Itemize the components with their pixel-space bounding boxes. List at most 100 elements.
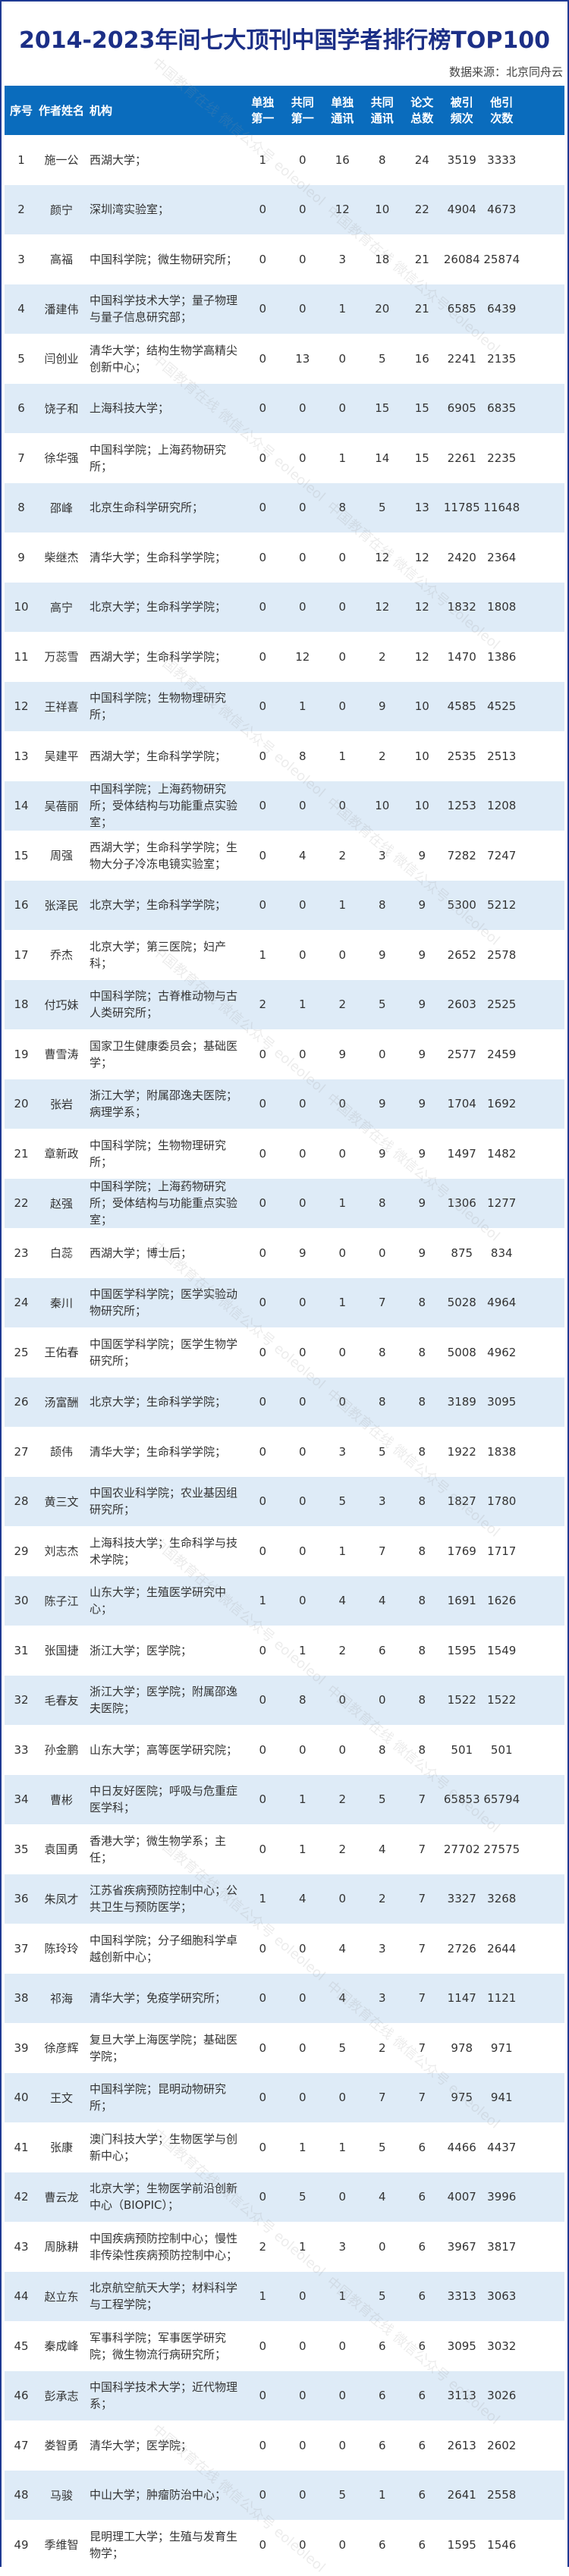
cell-sole-first: 0 — [259, 649, 267, 664]
cell-other-citations: 11648 — [483, 501, 520, 515]
cell-institution: 中国科学院；昆明动物研究所； — [90, 2082, 227, 2113]
cell-rank: 25 — [14, 1345, 29, 1359]
cell-total-papers: 8 — [418, 1494, 426, 1509]
cell-co-first: 9 — [298, 1246, 307, 1260]
cell-sole-corresponding: 0 — [338, 1892, 347, 1906]
cell-citations: 1691 — [447, 1594, 476, 1608]
cell-institution: 深圳湾实验室； — [90, 203, 170, 217]
cell-sole-first: 0 — [259, 848, 267, 862]
cell-author: 黄三文 — [44, 1494, 79, 1509]
cell-citations: 1922 — [447, 1444, 476, 1459]
cell-rank: 36 — [14, 1892, 29, 1906]
cell-citations: 978 — [451, 2040, 473, 2055]
cell-sole-first: 0 — [259, 1693, 267, 1707]
cell-sole-first: 0 — [259, 1444, 267, 1459]
table-row: 25 王佑春 中国医学科学院；医学生物学研究所； 0 0 0 8 8 5008 4962 — [5, 1327, 564, 1378]
cell-other-citations: 3063 — [487, 2289, 517, 2304]
cell-institution: 国家卫生健康委员会；基础医学； — [90, 1038, 238, 1070]
cell-total-papers: 7 — [418, 1991, 426, 2006]
cell-institution: 中国科学院；生物物理研究所； — [90, 691, 227, 722]
cell-citations: 1832 — [447, 600, 476, 614]
cell-total-papers: 10 — [414, 699, 429, 714]
cell-sole-corresponding: 3 — [338, 1444, 347, 1459]
cell-institution: 复旦大学上海医学院；基础医学院； — [90, 2032, 238, 2063]
cell-co-corresponding: 0 — [378, 2239, 386, 2254]
cell-citations: 1595 — [447, 2537, 476, 2552]
cell-author: 施一公 — [44, 153, 79, 168]
cell-sole-corresponding: 1 — [338, 302, 347, 316]
cell-institution: 山东大学；高等医学研究院； — [90, 1742, 238, 1757]
cell-co-first: 0 — [298, 1146, 307, 1161]
cell-citations: 1470 — [447, 649, 476, 664]
cell-author: 闫创业 — [44, 352, 79, 366]
cell-co-first: 0 — [298, 1594, 307, 1608]
table-row: 5 闫创业 清华大学；结构生物学高精尖创新中心； 0 13 0 5 16 2241 2135 — [5, 334, 564, 384]
table-row: 45 秦成峰 军事科学院；军事医学研究院；微生物流行病研究所； 0 0 0 6 6 3095 30… — [5, 2321, 564, 2371]
cell-sole-corresponding: 4 — [338, 1594, 347, 1608]
cell-rank: 1 — [17, 152, 25, 167]
cell-sole-corresponding: 0 — [338, 550, 347, 564]
header-co-first: 共同 第一 — [291, 95, 314, 125]
cell-citations: 2652 — [447, 947, 476, 962]
cell-other-citations: 25874 — [483, 252, 520, 266]
cell-co-first: 0 — [298, 1742, 307, 1757]
cell-citations: 1522 — [447, 1693, 476, 1707]
cell-co-corresponding: 20 — [375, 302, 390, 316]
cell-rank: 4 — [17, 302, 25, 316]
cell-sole-corresponding: 2 — [338, 1842, 347, 1856]
cell-co-first: 0 — [298, 501, 307, 515]
cell-co-corresponding: 9 — [378, 699, 386, 714]
cell-rank: 12 — [14, 699, 29, 714]
cell-total-papers: 6 — [418, 2190, 426, 2204]
cell-total-papers: 9 — [418, 1146, 426, 1161]
cell-citations: 975 — [451, 2091, 473, 2105]
cell-co-first: 0 — [298, 1395, 307, 1409]
table-row: 2 颜宁 深圳湾实验室； 0 0 12 10 22 4904 4673 — [5, 184, 564, 234]
cell-author: 张康 — [49, 2141, 73, 2155]
cell-institution: 浙江大学；医学院；附属邵逸夫医院； — [90, 1685, 238, 1716]
cell-co-first: 0 — [298, 2289, 307, 2304]
cell-sole-corresponding: 2 — [338, 1792, 347, 1807]
cell-institution: 中国科学院；上海药物研究所； — [90, 442, 227, 473]
cell-author: 徐华强 — [44, 451, 79, 466]
cell-sole-first: 0 — [259, 451, 267, 465]
cell-sole-first: 0 — [259, 600, 267, 614]
cell-sole-corresponding: 1 — [338, 2140, 347, 2154]
table-row: 43 周脉耕 中国疾病预防控制中心；慢性非传染性疾病预防控制中心； 2 1 3 0 6 3967… — [5, 2222, 564, 2272]
cell-sole-corresponding: 16 — [335, 152, 350, 167]
cell-sole-first: 0 — [259, 550, 267, 564]
cell-other-citations: 2602 — [487, 2438, 517, 2452]
cell-other-citations: 65794 — [483, 1792, 520, 1807]
cell-institution: 北京大学；第三医院；妇产科； — [90, 939, 227, 970]
cell-rank: 10 — [14, 600, 29, 614]
cell-author: 周强 — [49, 849, 73, 863]
cell-institution: 西湖大学；生命科学学院； — [90, 749, 227, 763]
table-row: 35 袁国勇 香港大学；微生物学系；主任； 0 1 2 4 7 27702 27575 — [5, 1824, 564, 1874]
table-row: 14 吴蓓丽 中国科学院；上海药物研究所；受体结构与功能重点实验室； 0 0 0 10 10 1… — [5, 781, 564, 831]
cell-author: 陈玲玲 — [44, 1942, 79, 1956]
cell-co-first: 0 — [298, 451, 307, 465]
cell-institution: 北京大学；生命科学学院； — [90, 898, 227, 913]
cell-author: 曹彬 — [49, 1792, 73, 1807]
cell-co-corresponding: 6 — [378, 1643, 386, 1657]
cell-institution: 西湖大学；博士后； — [90, 1246, 193, 1260]
cell-rank: 26 — [14, 1395, 29, 1409]
cell-citations: 2726 — [447, 1941, 476, 1956]
cell-other-citations: 2644 — [487, 1941, 517, 1956]
cell-rank: 44 — [14, 2289, 29, 2304]
cell-citations: 2261 — [447, 451, 476, 465]
cell-co-first: 0 — [298, 401, 307, 416]
cell-sole-first: 0 — [259, 2537, 267, 2552]
table-row: 13 吴建平 西湖大学；生命科学学院； 0 8 1 2 10 2535 2513 — [5, 731, 564, 781]
cell-citations: 1147 — [447, 1991, 476, 2006]
cell-sole-first: 0 — [259, 1196, 267, 1211]
cell-other-citations: 7247 — [487, 848, 517, 862]
cell-institution: 上海科技大学； — [90, 401, 170, 416]
cell-other-citations: 27575 — [483, 1842, 520, 1856]
cell-co-corresponding: 5 — [378, 1792, 386, 1807]
cell-rank: 22 — [14, 1196, 29, 1211]
cell-institution: 中国科学技术大学；量子物理与量子信息研究部； — [90, 294, 238, 325]
cell-citations: 2641 — [447, 2488, 476, 2502]
cell-co-first: 1 — [298, 699, 307, 714]
table-row: 47 娄智勇 清华大学；医学院； 0 0 0 6 6 2613 2602 — [5, 2420, 564, 2471]
